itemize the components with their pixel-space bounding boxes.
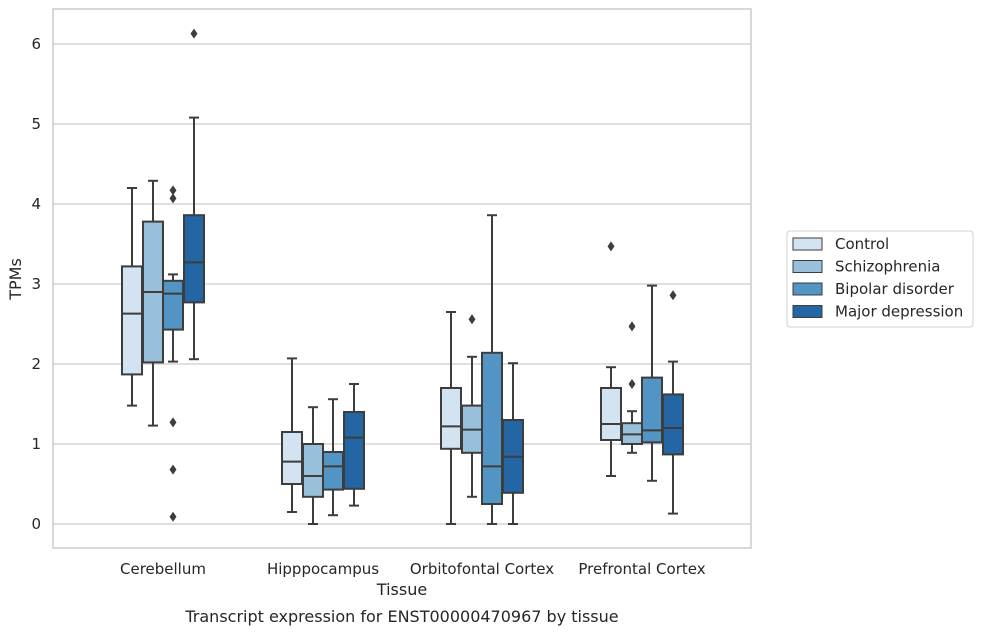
- legend-swatch: [792, 305, 823, 318]
- legend-swatch: [792, 260, 823, 273]
- box-body: [440, 387, 462, 450]
- outlier-point: [628, 379, 636, 389]
- box-3-2: [502, 362, 524, 525]
- box-2-3: [641, 284, 663, 482]
- y-tick-labels: 0 1 2 3 4 5 6: [31, 35, 41, 533]
- box-body: [343, 411, 365, 490]
- outlier-point: [169, 464, 177, 475]
- box-body: [302, 443, 324, 498]
- y-tick-label: 2: [31, 355, 41, 373]
- x-tick-labels: Cerebellum Hipppocampus Orbitofontal Corte…: [120, 560, 706, 578]
- box-1-2: [461, 314, 483, 498]
- y-tick-label: 4: [31, 195, 41, 213]
- box-0-1: [281, 357, 303, 513]
- box-body: [183, 214, 205, 304]
- box-0-3: [600, 241, 622, 477]
- outlier-point: [169, 511, 177, 522]
- box-body: [481, 351, 503, 505]
- plot-frame: [52, 8, 752, 549]
- y-tick-label: 3: [31, 275, 41, 293]
- outlier-point: [669, 290, 677, 301]
- legend-label: Control: [835, 235, 889, 253]
- box-3-3: [662, 290, 684, 515]
- legend-swatch: [792, 237, 823, 251]
- outlier-point: [169, 417, 177, 428]
- legend-label: Bipolar disorder: [835, 280, 955, 298]
- legend-swatch: [792, 282, 823, 296]
- outlier-point: [190, 28, 198, 39]
- outlier-point: [169, 193, 177, 204]
- y-tick-label: 6: [31, 35, 41, 53]
- x-tick-label: Hipppocampus: [267, 560, 379, 578]
- y-tick-label: 5: [31, 115, 41, 133]
- outlier-point: [169, 185, 177, 196]
- outlier-point: [468, 314, 476, 325]
- legend: Control Schizophrenia Bipolar disorder Majo…: [786, 230, 974, 328]
- x-tick-label: Orbitofontal Cortex: [410, 560, 554, 578]
- plot-background: [52, 8, 752, 549]
- x-tick-label: Prefrontal Cortex: [578, 560, 705, 578]
- x-axis-label: Tissue: [376, 580, 427, 599]
- box-body: [641, 376, 663, 444]
- box-3-0: [183, 28, 205, 361]
- box-body: [121, 265, 143, 376]
- box-1-0: [142, 179, 164, 427]
- legend-label: Schizophrenia: [835, 258, 940, 276]
- y-axis-label: TPMs: [6, 258, 25, 301]
- figure-caption: Transcript expression for ENST0000047096…: [184, 607, 618, 626]
- box-body: [322, 451, 344, 491]
- box-series: [121, 28, 684, 525]
- y-tick-label: 0: [31, 515, 41, 533]
- legend-label: Major depression: [835, 303, 963, 321]
- box-body: [662, 393, 684, 456]
- outlier-point: [628, 321, 636, 332]
- box-body: [162, 279, 184, 331]
- box-body: [600, 387, 622, 441]
- box-3-1: [343, 383, 365, 507]
- box-body: [281, 431, 303, 485]
- box-2-0: [162, 185, 184, 522]
- legend-frame: [786, 230, 974, 328]
- x-tick-label: Cerebellum: [120, 560, 206, 578]
- outlier-point: [607, 241, 615, 252]
- y-tick-label: 1: [31, 435, 41, 453]
